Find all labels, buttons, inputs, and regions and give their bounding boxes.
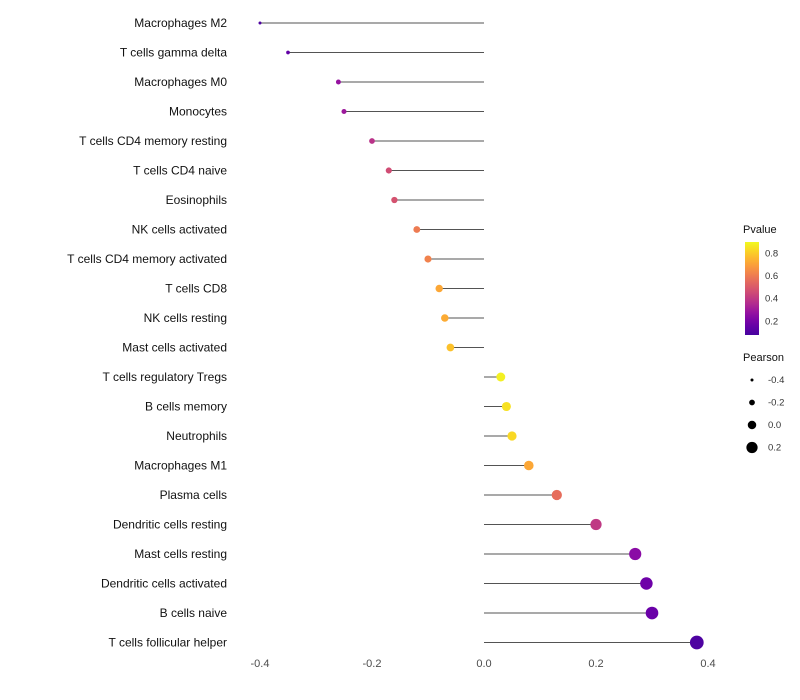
lollipop-dot [645, 606, 659, 620]
category-label: Macrophages M1 [134, 459, 227, 473]
lollipop-dot [551, 489, 562, 501]
pvalue-colorbar-labels: 0.8 0.6 0.4 0.2 [765, 248, 778, 327]
x-tick-label: 0.2 [588, 658, 603, 670]
legend-pvalue: Pvalue 0.8 0.6 0.4 0.2 [743, 224, 778, 335]
lollipop-dot [629, 547, 642, 561]
category-label: Plasma cells [160, 488, 227, 502]
chart-rows: Macrophages M2 T cells gamma delta Macroph… [67, 16, 704, 650]
category-label: T cells regulatory Tregs [103, 370, 228, 384]
category-label: T cells gamma delta [120, 46, 227, 60]
pearson-size-entries: -0.4 -0.2 0.0 0.2 [746, 375, 784, 454]
lollipop-dot [590, 518, 602, 531]
x-axis: -0.4 -0.2 0.0 0.2 0.4 [251, 658, 716, 670]
category-label: B cells memory [145, 400, 227, 414]
category-label: Eosinophils [166, 193, 227, 207]
pearson-tick-label: 0.0 [768, 420, 781, 431]
pearson-legend-title: Pearson [743, 352, 784, 364]
category-label: T cells follicular helper [109, 636, 228, 650]
pearson-tick-label: -0.4 [768, 375, 784, 386]
category-label: Macrophages M0 [134, 75, 227, 89]
lollipop-dot [286, 50, 290, 55]
pearson-tick-label: -0.2 [768, 398, 784, 409]
lollipop-dot [341, 108, 347, 115]
pearson-tick-label: 0.2 [768, 443, 781, 454]
pvalue-legend-title: Pvalue [743, 224, 777, 236]
pvalue-tick-label: 0.2 [765, 316, 778, 327]
category-label: Dendritic cells activated [101, 577, 227, 591]
category-label: Monocytes [169, 105, 227, 119]
category-label: T cells CD8 [165, 282, 227, 296]
pearson-size-dot [747, 420, 757, 430]
x-tick-label: 0.0 [476, 658, 491, 670]
lollipop-dot [335, 79, 341, 85]
category-label: Dendritic cells resting [113, 518, 227, 532]
category-label: Mast cells activated [122, 341, 227, 355]
x-tick-label: -0.2 [363, 658, 382, 670]
category-label: Mast cells resting [134, 547, 227, 561]
category-label: Macrophages M2 [134, 16, 227, 30]
pvalue-colorbar [745, 242, 759, 335]
lollipop-dot [640, 577, 653, 590]
x-tick-label: -0.4 [251, 658, 270, 670]
category-label: NK cells activated [132, 223, 227, 237]
lollipop-dot [369, 138, 375, 144]
lollipop-dot [413, 226, 421, 233]
category-label: Neutrophils [166, 429, 227, 443]
category-label: NK cells resting [144, 311, 227, 325]
lollipop-dot [385, 167, 392, 174]
lollipop-dot [501, 401, 511, 412]
lollipop-dot [524, 460, 534, 471]
category-label: T cells CD4 naive [133, 164, 227, 178]
lollipop-dot [391, 196, 398, 204]
lollipop-dot [496, 372, 506, 382]
pvalue-tick-label: 0.4 [765, 294, 778, 305]
lollipop-dot [258, 21, 262, 25]
lollipop-dot [435, 284, 443, 293]
lollipop-dot [507, 431, 517, 441]
lollipop-dot [441, 314, 449, 322]
legend-pearson: Pearson -0.4 -0.2 0.0 0.2 [743, 352, 784, 454]
lollipop-dot [689, 635, 704, 650]
pearson-size-dot [750, 378, 754, 382]
category-label: T cells CD4 memory resting [79, 134, 227, 148]
pvalue-tick-label: 0.8 [765, 248, 778, 259]
x-tick-label: 0.4 [700, 658, 715, 670]
pearson-size-dot [749, 399, 755, 406]
category-label: T cells CD4 memory activated [67, 252, 227, 266]
lollipop-dot [424, 255, 432, 263]
lollipop-dot [446, 343, 455, 352]
pearson-size-dot [746, 441, 758, 454]
pvalue-tick-label: 0.6 [765, 271, 778, 282]
category-label: B cells naive [160, 606, 228, 620]
